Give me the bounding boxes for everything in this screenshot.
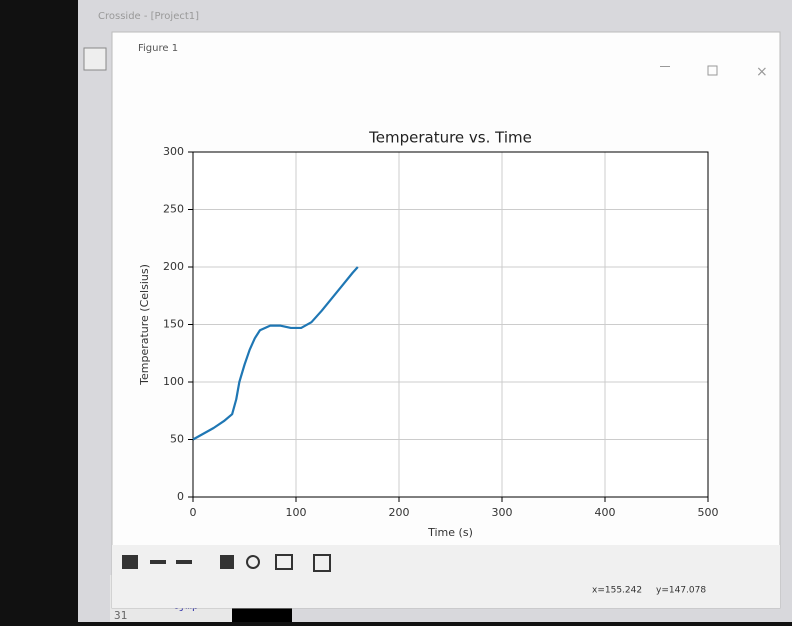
- y-tick-label: 200: [163, 260, 184, 273]
- figure-title: Figure 1: [138, 43, 178, 54]
- maximize-button[interactable]: [707, 65, 718, 76]
- back-button[interactable]: [150, 560, 166, 564]
- status-y: y=147.078: [656, 586, 706, 596]
- y-tick-label: 0: [177, 490, 184, 503]
- y-tick-label: 250: [163, 203, 184, 216]
- configure-button[interactable]: [275, 554, 293, 570]
- minimize-button[interactable]: [660, 66, 670, 67]
- x-tick-label: 500: [698, 506, 719, 519]
- chart: 0 50 100 150 200 250 300 0 100 200 300 400 500 Temper…: [138, 129, 719, 540]
- x-tick-label: 100: [286, 506, 307, 519]
- status-x: x=155.242: [592, 586, 642, 596]
- home-button[interactable]: [122, 555, 138, 569]
- plot-frame: [192, 151, 709, 498]
- data-line: [192, 266, 359, 441]
- save-button[interactable]: [313, 554, 331, 572]
- close-button[interactable]: ×: [756, 64, 768, 80]
- line-number: 31: [114, 609, 127, 622]
- chart-title: Temperature vs. Time: [368, 129, 532, 147]
- x-tick-label: 200: [389, 506, 410, 519]
- ide-title: Crosside - [Project1]: [98, 11, 199, 22]
- zoom-button[interactable]: [246, 555, 260, 569]
- x-axis-label: Time (s): [427, 526, 473, 539]
- y-tick-label: 150: [163, 318, 184, 331]
- forward-button[interactable]: [176, 560, 192, 564]
- pan-button[interactable]: [220, 555, 234, 569]
- new-file-button[interactable]: [83, 47, 107, 71]
- toolbar: [112, 545, 780, 608]
- y-tick-label: 100: [163, 375, 184, 388]
- x-tick-label: 300: [492, 506, 513, 519]
- y-axis-label: Temperature (Celsius): [138, 264, 151, 386]
- x-tick-label: 400: [595, 506, 616, 519]
- toolbar-icons: [122, 554, 331, 572]
- y-tick-label: 300: [163, 145, 184, 158]
- y-tick-label: 50: [170, 433, 184, 446]
- x-tick-label: 0: [190, 506, 197, 519]
